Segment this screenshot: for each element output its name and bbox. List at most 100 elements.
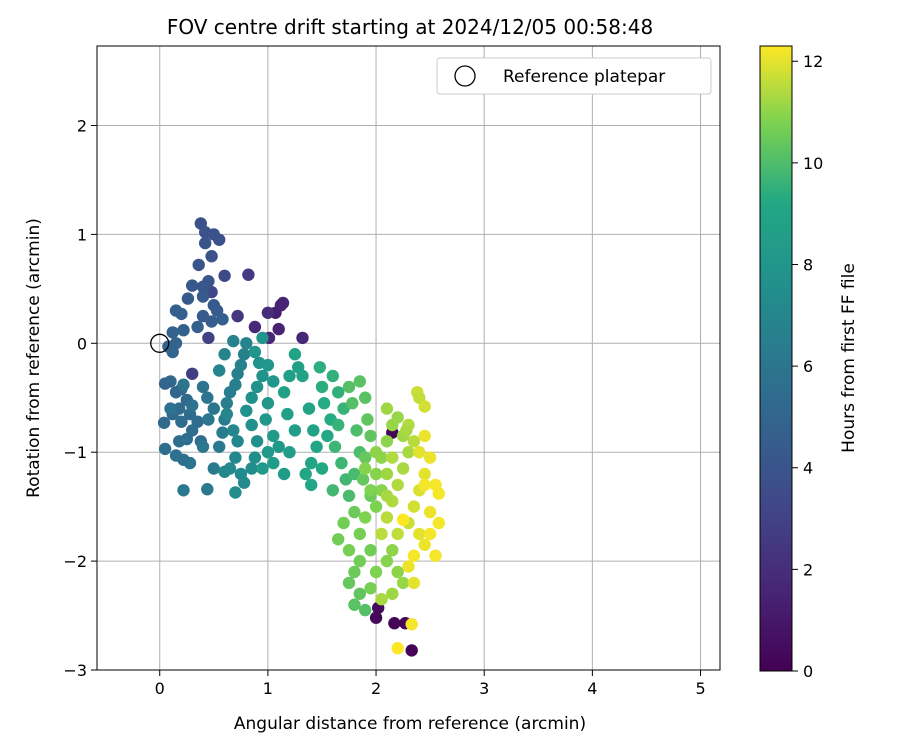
- data-point: [380, 467, 394, 481]
- data-point: [166, 345, 179, 359]
- data-point: [166, 326, 179, 339]
- data-point: [245, 391, 258, 404]
- data-point: [234, 358, 248, 372]
- data-point: [196, 290, 210, 303]
- data-point: [418, 478, 431, 492]
- data-point: [201, 483, 214, 496]
- data-point: [359, 462, 372, 475]
- data-point: [261, 397, 275, 410]
- data-point: [328, 440, 342, 453]
- data-point: [218, 465, 231, 478]
- data-point: [202, 331, 215, 345]
- data-point: [173, 435, 186, 448]
- x-tick-label: 0: [155, 679, 165, 698]
- data-point: [261, 358, 275, 372]
- data-point: [386, 587, 399, 600]
- data-point: [342, 489, 356, 502]
- data-point: [321, 429, 334, 443]
- data-point: [396, 576, 410, 590]
- data-point: [429, 549, 442, 562]
- data-point: [213, 440, 226, 453]
- data-point: [369, 565, 383, 579]
- data-point: [432, 516, 445, 530]
- data-point: [231, 435, 244, 448]
- data-point: [259, 413, 272, 426]
- data-point: [326, 369, 339, 383]
- legend-box: [436, 57, 712, 95]
- data-point: [364, 544, 377, 557]
- data-point: [391, 411, 404, 424]
- data-point: [315, 380, 329, 394]
- data-point: [386, 544, 399, 557]
- data-point: [186, 367, 199, 380]
- chart-title: FOV centre drift starting at 2024/12/05 …: [167, 15, 653, 39]
- data-point: [218, 348, 231, 361]
- data-point: [199, 236, 212, 250]
- data-point: [245, 462, 258, 475]
- data-point: [213, 233, 226, 246]
- data-point: [342, 380, 356, 394]
- data-point: [418, 538, 431, 551]
- data-point: [391, 478, 404, 492]
- data-point: [396, 462, 410, 475]
- data-point: [177, 484, 190, 497]
- data-point: [157, 416, 171, 429]
- data-point: [296, 331, 309, 345]
- data-point: [205, 250, 218, 263]
- data-point: [353, 527, 366, 541]
- data-point: [375, 593, 388, 606]
- data-point: [261, 446, 275, 459]
- data-point: [245, 418, 258, 432]
- data-point: [369, 500, 383, 513]
- x-tick-label: 3: [479, 679, 489, 698]
- data-point: [186, 399, 199, 412]
- data-point: [342, 576, 356, 590]
- colorbar-tick-label: 12: [803, 52, 823, 71]
- data-point: [248, 345, 262, 359]
- x-tick-label: 5: [695, 679, 705, 698]
- data-point: [158, 442, 172, 456]
- data-point: [164, 402, 177, 415]
- data-point: [305, 478, 318, 492]
- data-point: [364, 484, 377, 497]
- data-point: [283, 369, 296, 383]
- data-point: [256, 331, 269, 345]
- data-point: [405, 644, 418, 657]
- colorbar-label: Hours from first FF file: [839, 263, 859, 453]
- x-axis-ticks: 0 1 2 3 4 5: [155, 670, 706, 698]
- data-point: [359, 511, 372, 524]
- data-point: [348, 598, 361, 611]
- data-point: [220, 397, 233, 410]
- legend: Reference platepar: [436, 57, 712, 95]
- data-point: [391, 642, 404, 655]
- data-point: [237, 348, 251, 361]
- data-point: [299, 467, 312, 481]
- data-point: [413, 446, 426, 459]
- data-point: [402, 560, 415, 573]
- data-point: [177, 378, 190, 391]
- data-point: [218, 269, 231, 282]
- data-point: [305, 456, 318, 470]
- x-axis-label: Angular distance from reference (arcmin): [234, 714, 586, 734]
- data-point: [229, 451, 242, 464]
- data-point: [281, 407, 294, 421]
- data-point: [364, 429, 377, 443]
- y-tick-label: −2: [63, 552, 87, 571]
- data-point: [272, 322, 285, 336]
- data-point: [380, 554, 394, 568]
- data-point: [405, 618, 418, 631]
- data-point: [350, 424, 363, 437]
- colorbar-tick-label: 0: [803, 662, 813, 681]
- data-point: [423, 505, 437, 519]
- data-point: [402, 446, 415, 459]
- data-point: [359, 603, 372, 617]
- data-point: [267, 456, 280, 470]
- data-point: [418, 467, 431, 481]
- plot-frame: [96, 45, 721, 671]
- data-point: [231, 309, 244, 323]
- data-point: [220, 407, 233, 421]
- data-point: [175, 415, 188, 428]
- data-point: [237, 476, 251, 489]
- data-point: [288, 348, 302, 361]
- data-point: [267, 429, 280, 443]
